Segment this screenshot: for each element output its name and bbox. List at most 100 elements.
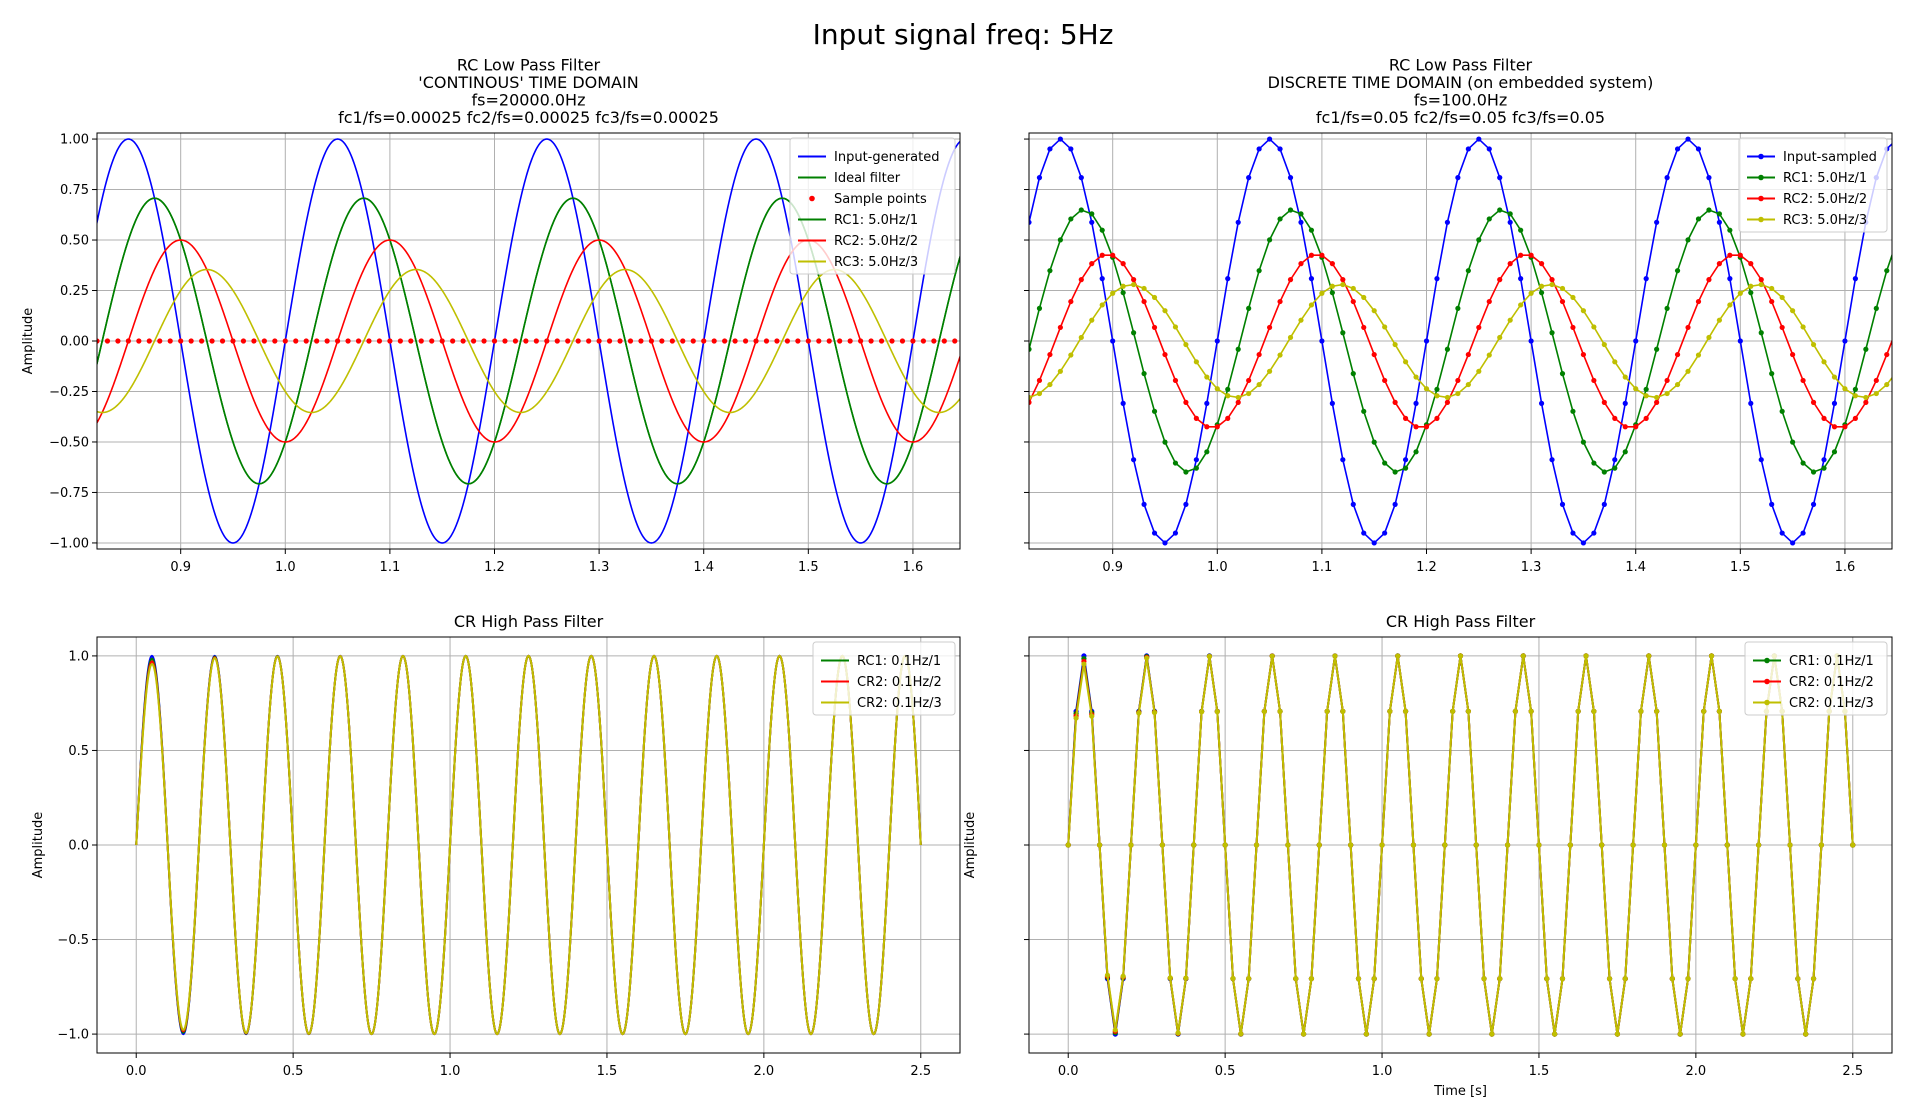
series-point (1779, 294, 1785, 301)
series-point (1110, 252, 1116, 258)
series-point (1779, 530, 1785, 536)
series-point (1016, 276, 1021, 281)
series-point (293, 338, 299, 344)
series-point (1518, 276, 1524, 282)
series-point (1183, 399, 1189, 405)
x-tick-label: 1.4 (1625, 560, 1646, 575)
series-point (1444, 394, 1451, 401)
series-point (1643, 393, 1649, 399)
series-point (1654, 346, 1660, 352)
series-point (1790, 540, 1796, 546)
series-point (1716, 317, 1722, 323)
x-tick-label: 1.5 (798, 560, 819, 575)
series-point (1669, 976, 1675, 982)
legend-label: RC3: 5.0Hz/3 (1783, 213, 1867, 228)
series-point (178, 338, 184, 344)
series-point (1643, 276, 1649, 282)
series-point (1559, 976, 1566, 982)
series-point (1497, 976, 1503, 982)
series-point (680, 338, 686, 344)
series-point (1497, 207, 1503, 213)
series-point (868, 338, 874, 344)
series-point (1340, 281, 1346, 288)
series-point (1256, 381, 1262, 388)
series-point (1308, 976, 1315, 982)
series-point (1810, 399, 1817, 405)
series-point (199, 338, 205, 344)
series-point (1204, 374, 1210, 380)
y-axis-label: Amplitude (21, 308, 36, 375)
legend-marker (1758, 153, 1764, 160)
series-point (1559, 298, 1566, 305)
series-point (1685, 237, 1691, 243)
series-point (324, 338, 330, 344)
series-point (1486, 216, 1492, 222)
series-point (1363, 1031, 1369, 1037)
series-point (1081, 661, 1087, 667)
subplot-title-line: fc1/fs=0.05 fc2/fs=0.05 fc3/fs=0.05 (1316, 108, 1605, 127)
series-point (355, 338, 362, 344)
series-line-input-generated (97, 138, 960, 544)
series-point (1151, 324, 1158, 331)
series-point (1769, 371, 1775, 377)
series-point (1423, 386, 1430, 392)
legend-marker (1758, 216, 1764, 223)
series-point (1591, 324, 1597, 330)
series-point (104, 338, 111, 344)
series-point (1842, 338, 1848, 344)
series-point (1204, 449, 1210, 455)
series-point (1300, 1031, 1307, 1037)
series-point (366, 338, 372, 344)
series-point (669, 338, 675, 344)
series-point (1029, 394, 1032, 401)
series-point (816, 338, 822, 344)
series-point (1266, 324, 1273, 331)
legend: CR1: 0.1Hz/1 CR2: 0.1Hz/2 CR2: 0.1Hz/3 (1744, 641, 1888, 716)
legend: Input-generated Ideal filter Sample points… (789, 137, 956, 275)
series-point (1159, 842, 1165, 848)
series-point (1601, 469, 1607, 475)
y-tick-label: −1.0 (57, 1028, 89, 1043)
series-point (1895, 369, 1900, 374)
series-point (1614, 1031, 1621, 1037)
series-point (1136, 710, 1142, 716)
series-point (1693, 842, 1699, 848)
series-point (188, 338, 194, 344)
series-point (1601, 501, 1607, 507)
series-point (1538, 400, 1545, 406)
series-point (1287, 207, 1294, 213)
series-point (1183, 501, 1189, 507)
series-point (1779, 324, 1785, 331)
series-point (1319, 338, 1325, 344)
series-point (1151, 709, 1158, 716)
series-point (1355, 976, 1362, 982)
x-tick-label: 1.0 (1372, 1064, 1393, 1079)
series-point (805, 338, 811, 344)
series-point (1222, 842, 1228, 848)
series-point (1570, 530, 1576, 536)
series-point (1371, 976, 1377, 982)
series-point (627, 338, 634, 344)
series-point (1361, 530, 1367, 536)
series-point (1308, 302, 1315, 308)
series-point (1029, 399, 1032, 405)
series-point (1434, 415, 1440, 421)
series-point (1895, 136, 1900, 141)
series-point (1575, 708, 1581, 714)
series-point (1580, 540, 1587, 546)
series-point (1612, 415, 1618, 421)
x-tick-label: 1.0 (440, 1064, 461, 1079)
series-point (1104, 972, 1111, 978)
series-point (586, 338, 592, 344)
series-point (1528, 290, 1534, 296)
series-point (1852, 276, 1858, 282)
series-point (1382, 530, 1388, 536)
series-point (1287, 277, 1294, 283)
series-point (1141, 371, 1147, 377)
series-point (1884, 351, 1890, 358)
series-point (1183, 975, 1189, 981)
series-point (481, 338, 487, 344)
series-point (1790, 308, 1796, 314)
legend-label: CR2: 0.1Hz/2 (857, 675, 942, 690)
series-point (1884, 268, 1890, 274)
